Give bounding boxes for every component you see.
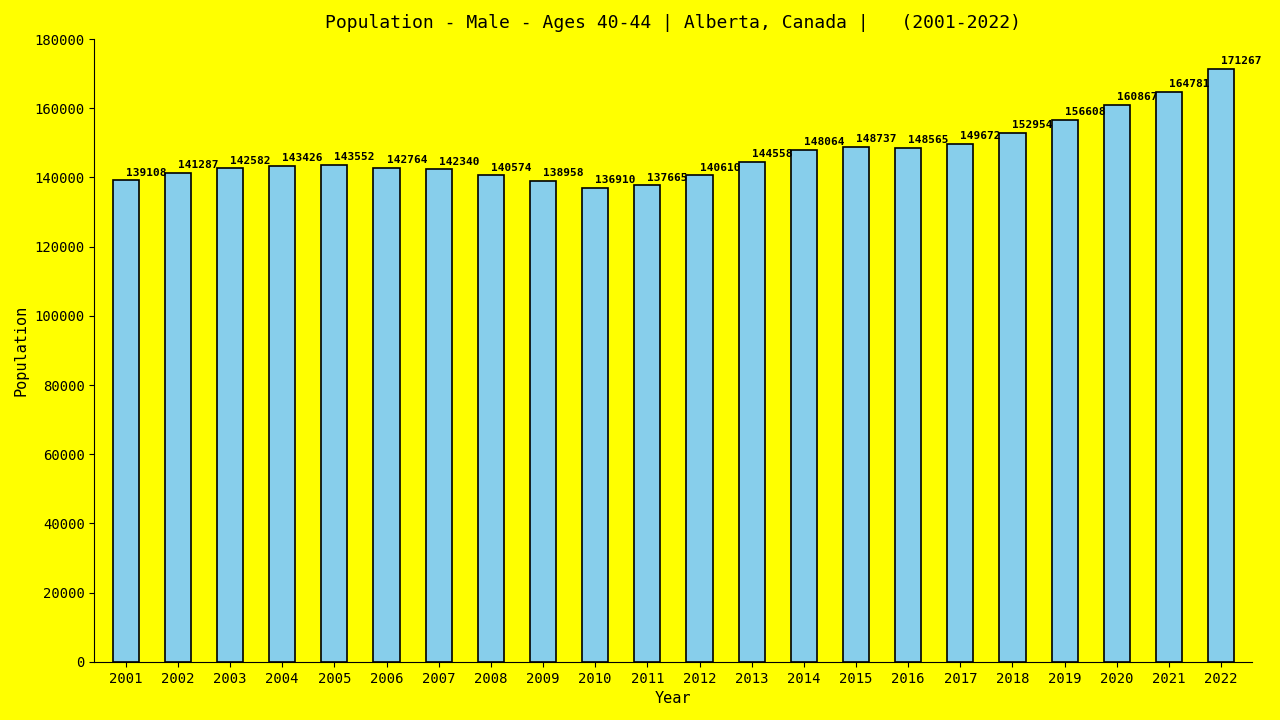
Text: 148064: 148064	[804, 137, 845, 147]
Text: 148565: 148565	[908, 135, 948, 145]
Text: 140610: 140610	[699, 163, 740, 173]
Bar	[686, 175, 713, 662]
Bar	[269, 166, 296, 662]
Text: 143552: 143552	[334, 153, 375, 162]
Text: 160867: 160867	[1116, 92, 1157, 102]
Bar	[1156, 91, 1181, 662]
Bar	[739, 161, 764, 662]
Bar	[477, 176, 504, 662]
Text: 140574: 140574	[490, 163, 531, 173]
Text: 144558: 144558	[751, 149, 792, 159]
Text: 138958: 138958	[543, 168, 584, 179]
Bar	[582, 188, 608, 662]
Text: 156608: 156608	[1065, 107, 1105, 117]
Bar	[844, 147, 869, 662]
Bar	[113, 181, 138, 662]
Text: 139108: 139108	[125, 168, 166, 178]
Bar	[374, 168, 399, 662]
Text: 141287: 141287	[178, 160, 219, 170]
Bar	[165, 173, 191, 662]
Text: 171267: 171267	[1221, 56, 1262, 66]
X-axis label: Year: Year	[655, 691, 691, 706]
Bar	[895, 148, 922, 662]
Bar	[530, 181, 556, 662]
Bar	[1103, 105, 1130, 662]
Text: 148737: 148737	[856, 135, 896, 145]
Bar	[1000, 132, 1025, 662]
Bar	[1208, 69, 1234, 662]
Title: Population - Male - Ages 40-44 | Alberta, Canada |   (2001-2022): Population - Male - Ages 40-44 | Alberta…	[325, 14, 1021, 32]
Bar	[635, 186, 660, 662]
Text: 136910: 136910	[595, 176, 636, 185]
Text: 152954: 152954	[1012, 120, 1053, 130]
Text: 142764: 142764	[387, 155, 428, 165]
Text: 143426: 143426	[282, 153, 323, 163]
Bar	[426, 169, 452, 662]
Bar	[791, 150, 817, 662]
Text: 137665: 137665	[648, 173, 687, 183]
Bar	[321, 165, 347, 662]
Text: 164781: 164781	[1169, 79, 1210, 89]
Bar	[218, 168, 243, 662]
Text: 149672: 149672	[960, 131, 1001, 141]
Y-axis label: Population: Population	[14, 305, 29, 396]
Bar	[947, 144, 973, 662]
Bar	[1052, 120, 1078, 662]
Text: 142340: 142340	[439, 156, 479, 166]
Text: 142582: 142582	[230, 156, 270, 166]
